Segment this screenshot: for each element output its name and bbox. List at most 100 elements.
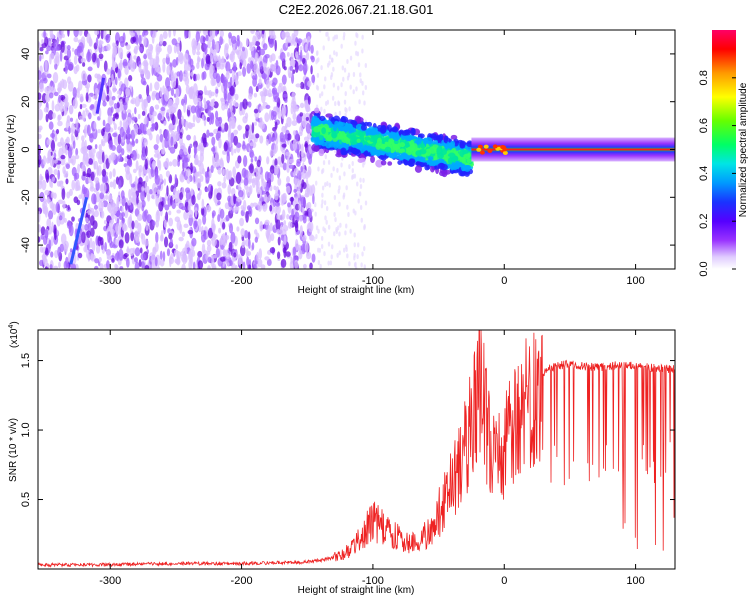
- spectrogram-noise-cell: [259, 135, 264, 144]
- spectrogram-noise-cell: [239, 217, 245, 227]
- spectrogram-fade-cell: [343, 32, 346, 38]
- spectrogram-noise-cell: [38, 82, 45, 93]
- spectrogram-noise-cell: [308, 209, 312, 219]
- spectrogram-noise-cell: [294, 211, 300, 220]
- spectrogram-noise-cell: [137, 222, 142, 235]
- spectrogram-noise-cell: [153, 30, 157, 38]
- spectrogram-noise-cell: [134, 96, 141, 107]
- spectrogram-noise-cell: [46, 138, 51, 146]
- spectrogram-noise-cell: [246, 63, 251, 74]
- spectrogram-fade-cell: [338, 110, 342, 116]
- spectrogram-transition-cell: [438, 133, 444, 140]
- spectrogram-noise-cell: [281, 104, 287, 117]
- spectrogram-noise-cell: [298, 64, 304, 72]
- spectrogram-fade-cell: [345, 246, 348, 252]
- spectrogram-noise-cell: [187, 203, 191, 212]
- spectrogram-noise-cell: [293, 168, 299, 175]
- spectrogram-noise-cell: [305, 51, 310, 61]
- spectrogram-noise-cell: [224, 234, 230, 240]
- spectrogram-noise-cell: [249, 142, 255, 147]
- spectrogram-noise-cell: [297, 188, 301, 199]
- spectrogram-noise-cell: [64, 106, 68, 116]
- spectrogram-noise-cell: [113, 123, 117, 131]
- spectrogram-noise-cell: [245, 186, 252, 197]
- snr-x-ticks: -300 -200 -100 0 100: [99, 330, 645, 587]
- spectrogram-noise-cell: [289, 58, 296, 69]
- spectrogram-noise-cell: [82, 62, 86, 67]
- spectrogram-noise-cell: [168, 232, 173, 240]
- spectrogram-noise-cell: [236, 226, 240, 232]
- spectrogram-noise-cell: [175, 244, 178, 250]
- spectrogram-noise-cell: [94, 265, 99, 269]
- spectrogram-noise-cell: [44, 36, 49, 47]
- spectrogram-noise-cell: [299, 102, 305, 109]
- spectrogram-noise-cell: [139, 68, 145, 75]
- spectrogram-noise-cell: [104, 241, 107, 252]
- spectrogram-noise-cell: [153, 144, 159, 150]
- spectrogram-fade-cell: [323, 227, 327, 233]
- spectrogram-noise-cell: [268, 194, 272, 201]
- spectrogram-noise-cell: [102, 46, 105, 53]
- spectrogram-transition-cell: [355, 116, 364, 123]
- spectrogram-noise-cell: [294, 221, 299, 233]
- spectrogram-noise-cell: [81, 184, 86, 195]
- spectrogram-noise-cell: [226, 262, 230, 267]
- spectrogram-noise-cell: [253, 108, 259, 114]
- spectrogram-noise-cell: [93, 121, 97, 130]
- spectrogram-fade-cell: [322, 45, 325, 51]
- spectrogram-noise-cell: [219, 208, 225, 220]
- spectrogram-noise-cell: [168, 174, 173, 184]
- spectrogram-noise-cell: [257, 258, 263, 268]
- spectrogram-noise-cell: [179, 142, 186, 151]
- spectrogram-transition-cell: [351, 147, 358, 154]
- spectrogram-noise-cell: [130, 183, 136, 188]
- spectrogram-noise-cell: [306, 169, 311, 178]
- spectrogram-noise-cell: [241, 143, 247, 150]
- spectrogram-noise-cell: [82, 110, 86, 122]
- spectrogram-noise-cell: [219, 63, 225, 70]
- spectrogram-noise-cell: [296, 115, 302, 124]
- spectrogram-noise-cell: [291, 98, 295, 105]
- spectrogram-noise-cell: [79, 93, 84, 103]
- spectrogram-noise-cell: [170, 87, 175, 97]
- spectrogram-y-tick-label: -40: [20, 237, 32, 253]
- spectrogram-fade-cell: [340, 43, 343, 49]
- spectrogram-noise-cell: [178, 202, 184, 210]
- spectrogram-noise-cell: [69, 248, 73, 253]
- spectrogram-noise-cell: [141, 186, 145, 192]
- spectrogram-noise-cell: [85, 217, 89, 223]
- spectrogram-transition-cell: [313, 145, 320, 152]
- spectrogram-noise-cell: [93, 204, 99, 210]
- spectrogram-fade-cell: [337, 85, 340, 91]
- spectrogram-noise-cell: [292, 138, 298, 151]
- spectrogram-noise-cell: [183, 210, 189, 221]
- spectrogram-noise-cell: [81, 70, 87, 82]
- spectrogram-noise-cell: [176, 43, 180, 55]
- spectrogram-noise-cell: [214, 30, 218, 36]
- spectrogram-noise-cell: [135, 160, 139, 171]
- spectrogram-noise-cell: [145, 145, 148, 157]
- spectrogram-noise-cell: [91, 52, 97, 63]
- spectrogram-noise-cell: [112, 43, 118, 56]
- spectrogram-noise-cell: [299, 112, 304, 117]
- spectrogram-noise-cell: [248, 206, 253, 218]
- spectrogram-noise-cell: [47, 196, 50, 205]
- spectrogram-noise-cell: [284, 98, 288, 103]
- spectrogram-noise-cell: [38, 70, 42, 81]
- spectrogram-noise-cell: [155, 92, 160, 101]
- spectrogram-noise-cell: [206, 239, 212, 247]
- spectrogram-noise-cell: [202, 137, 207, 148]
- colorbar-tick-label: 0.0: [698, 261, 710, 276]
- spectrogram-transition-cell: [318, 148, 325, 157]
- spectrogram-noise-cell: [166, 53, 170, 58]
- spectrogram-noise-cell: [60, 40, 65, 53]
- spectrogram-noise-cell: [71, 216, 75, 222]
- spectrogram-noise-cell: [187, 229, 194, 235]
- spectrogram-noise-cell: [217, 168, 223, 175]
- spectrogram-noise-cell: [88, 36, 92, 47]
- spectrogram-fade-cell: [321, 192, 324, 198]
- spectrogram-fade-cell: [315, 180, 318, 186]
- snr-x-tick-label: 0: [501, 575, 507, 587]
- spectrogram-noise-cell: [231, 71, 236, 80]
